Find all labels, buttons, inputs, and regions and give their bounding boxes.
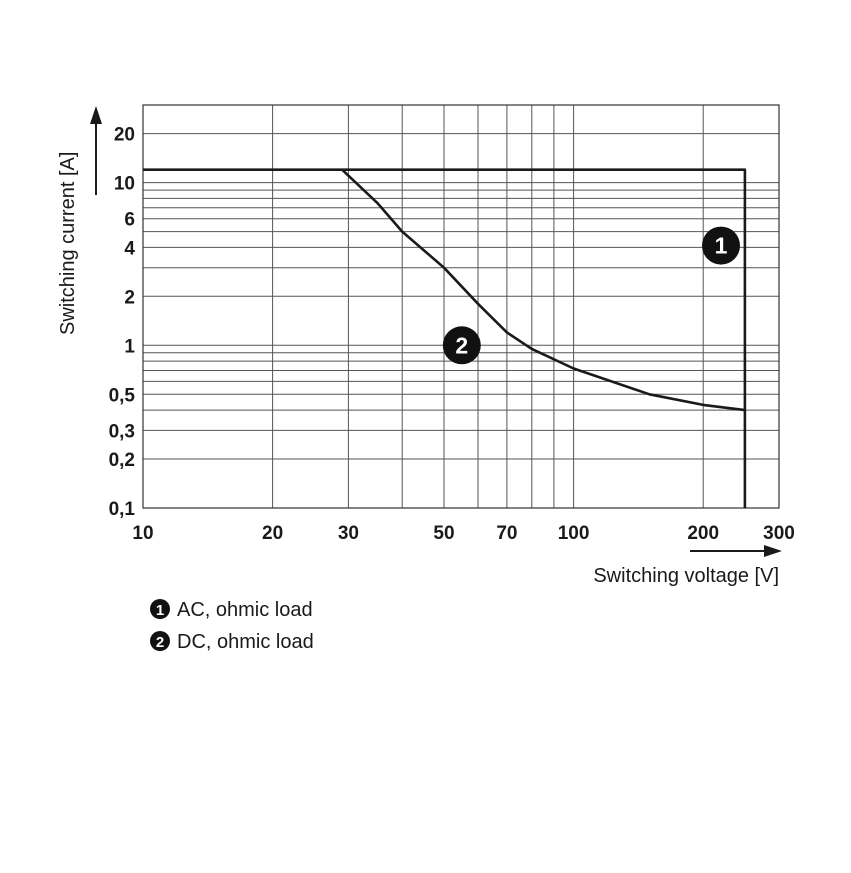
legend-item-dc: 2 DC, ohmic load bbox=[150, 631, 314, 653]
x-tick-label: 70 bbox=[496, 523, 517, 544]
gridlines bbox=[142, 104, 780, 509]
curve-marker-2 bbox=[442, 326, 481, 365]
plot-area-frame bbox=[142, 104, 780, 509]
legend-marker-2 bbox=[150, 631, 170, 651]
x-tick-label: 20 bbox=[262, 523, 283, 544]
y-tick-label: 0,5 bbox=[109, 385, 136, 406]
legend-marker-2-number: 2 bbox=[156, 634, 164, 651]
curve-marker-number: 1 bbox=[715, 233, 728, 259]
legend-marker-1 bbox=[150, 599, 170, 619]
legend-marker-1-number: 1 bbox=[156, 602, 164, 619]
y-tick-labels: 0,1 0,2 0,3 0,5 1 2 4 6 10 20 bbox=[109, 125, 136, 520]
y-tick-label: 0,2 bbox=[109, 450, 135, 471]
y-tick-label: 20 bbox=[114, 125, 135, 146]
series-line-2 bbox=[341, 168, 746, 412]
x-tick-labels: 10 20 30 50 70 100 200 300 bbox=[132, 523, 794, 544]
x-tick-label: 50 bbox=[433, 523, 454, 544]
series-lines bbox=[143, 168, 747, 508]
y-tick-label: 2 bbox=[124, 287, 135, 308]
legend-label-ac: AC, ohmic load bbox=[177, 599, 313, 621]
x-tick-label: 10 bbox=[132, 523, 153, 544]
legend-item-ac: 1 AC, ohmic load bbox=[150, 599, 313, 621]
y-tick-label: 0,1 bbox=[109, 499, 136, 520]
y-tick-label: 4 bbox=[124, 238, 135, 259]
curve-marker-number: 2 bbox=[455, 332, 468, 358]
x-tick-label: 30 bbox=[338, 523, 359, 544]
legend: 1 AC, ohmic load 2 DC, ohmic load bbox=[150, 599, 314, 653]
y-tick-label: 10 bbox=[114, 174, 135, 195]
y-tick-label: 6 bbox=[124, 210, 135, 231]
curve-annotations: 12 bbox=[442, 226, 740, 365]
curve-marker-1 bbox=[702, 226, 740, 265]
y-axis-label: Switching current [A] bbox=[57, 152, 79, 335]
legend-label-dc: DC, ohmic load bbox=[177, 631, 314, 653]
y-tick-label: 0,3 bbox=[109, 421, 135, 442]
x-tick-label: 300 bbox=[763, 523, 795, 544]
x-tick-label: 200 bbox=[687, 523, 719, 544]
x-axis-label: Switching voltage [V] bbox=[593, 565, 779, 587]
x-tick-label: 100 bbox=[558, 523, 590, 544]
y-tick-label: 1 bbox=[124, 336, 135, 357]
y-axis-arrow-head bbox=[90, 106, 102, 124]
x-axis-arrow-head bbox=[764, 545, 782, 557]
